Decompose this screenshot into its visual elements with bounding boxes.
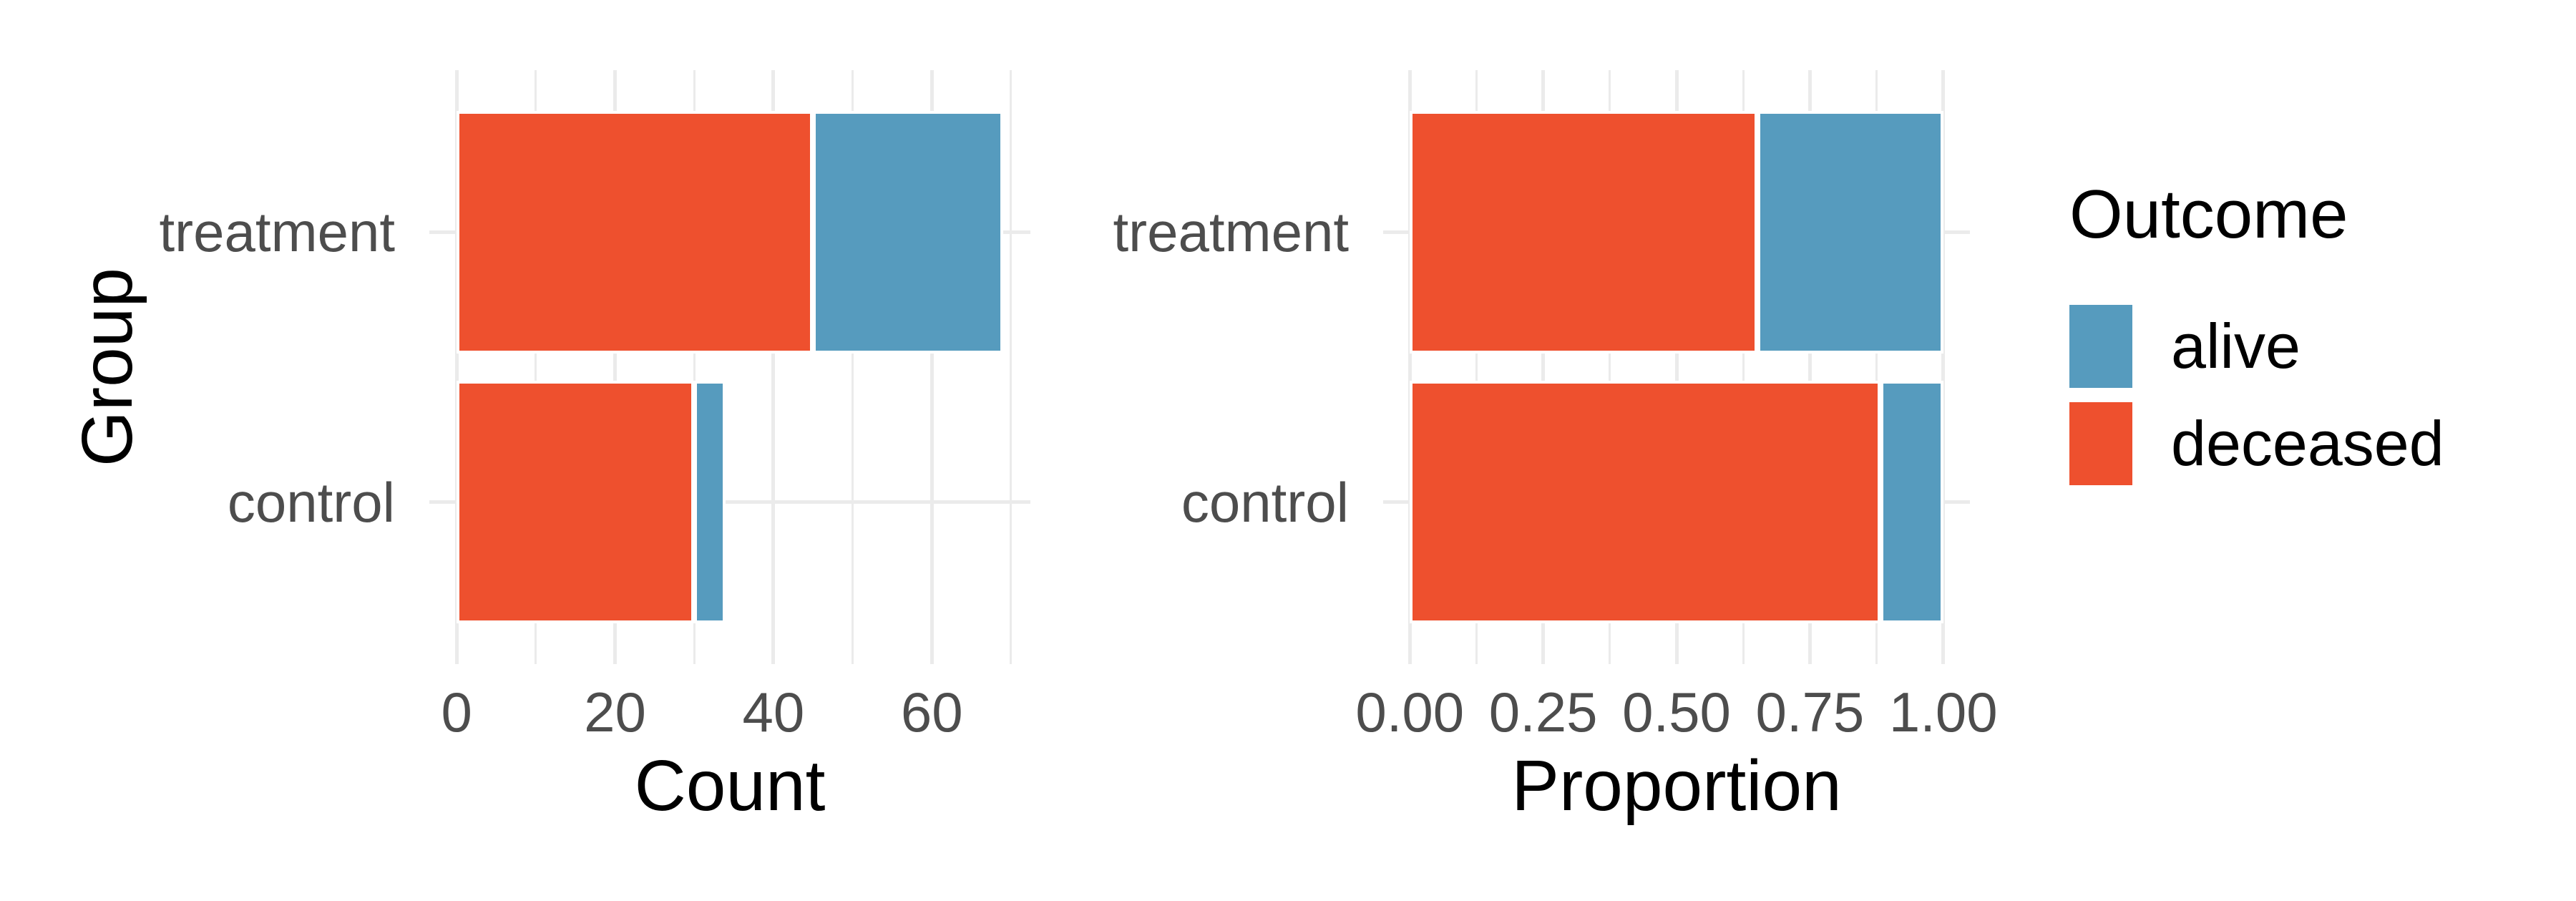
minor-gridline [535,70,537,664]
x-tick-label: 0.25 [1488,681,1598,744]
bar-segment-alive-control [694,380,726,624]
major-gridline [1941,70,1946,664]
proportion-plot-panel: treatment control 0.00 0.25 0.50 0.75 1.00 [1113,70,1998,740]
major-gridline [930,70,934,664]
bar-segment-alive-treatment [813,110,1003,354]
x-tick-label: 1.00 [1888,681,1998,744]
legend-swatch-deceased-icon [2069,402,2132,485]
major-gridline [1541,70,1546,664]
bar-segment-deceased-control [1410,380,1880,624]
category-gridline [429,500,1030,505]
legend-item-deceased: deceased [2069,402,2444,485]
y-tick-label-control: control [1181,470,1349,534]
major-gridline [1807,70,1812,664]
legend: Outcome alive deceased [2069,180,2444,500]
legend-swatch-alive-icon [2069,305,2132,388]
x-tick-label: 0.50 [1622,681,1731,744]
y-tick-label-treatment: treatment [159,200,395,264]
bar-segment-deceased-control [457,380,695,624]
x-tick-label: 0.75 [1755,681,1865,744]
x-tick-label: 20 [584,681,646,744]
major-gridline [1674,70,1679,664]
x-axis-title-proportion: Proportion [1511,746,1842,826]
bar-segment-deceased-treatment [457,110,814,354]
minor-gridline [1010,70,1013,664]
major-gridline [454,70,459,664]
y-tick-label-treatment: treatment [1113,200,1349,264]
x-axis-title-count: Count [634,746,826,826]
major-gridline [613,70,618,664]
bar-segment-alive-control [1880,380,1943,624]
y-axis-title-group: Group [67,268,147,467]
minor-gridline [693,70,696,664]
x-tick-label: 0.00 [1355,681,1465,744]
x-tick-label: 0 [441,681,472,744]
minor-gridline [1875,70,1878,664]
x-tick-label: 40 [742,681,805,744]
minor-gridline [852,70,854,664]
major-gridline [1407,70,1412,664]
bar-segment-deceased-treatment [1410,110,1758,354]
y-tick-label-control: control [227,470,395,534]
count-plot-panel: treatment control 0 20 40 60 [160,70,1030,740]
x-tick-label: 60 [900,681,963,744]
major-gridline [771,70,776,664]
legend-label-alive: alive [2171,311,2301,381]
minor-gridline [1475,70,1478,664]
legend-item-alive: alive [2069,305,2444,388]
legend-label-deceased: deceased [2171,408,2444,479]
minor-gridline [1742,70,1745,664]
minor-gridline [1609,70,1611,664]
bar-segment-alive-treatment [1757,110,1943,354]
legend-title: Outcome [2069,176,2348,253]
